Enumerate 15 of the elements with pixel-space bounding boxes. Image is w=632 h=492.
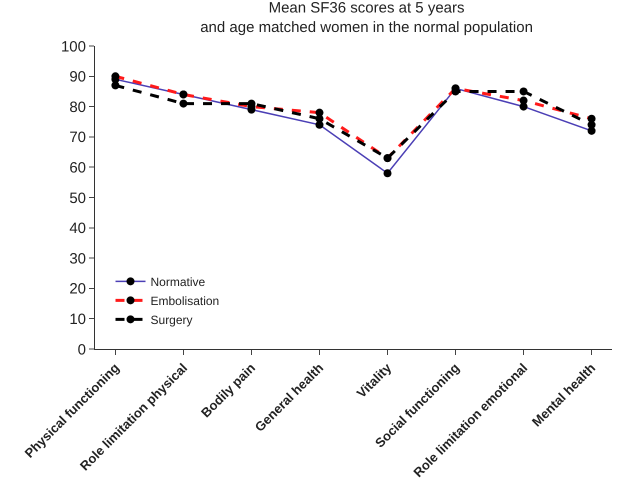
legend-label: Normative [150, 275, 206, 290]
y-tick-label: 60 [69, 159, 86, 176]
y-tick-label: 40 [69, 220, 86, 238]
y-tick-label: 20 [69, 280, 86, 298]
y-tick-label: 30 [69, 250, 86, 268]
y-tick-label: 80 [69, 98, 86, 116]
y-tick-label: 90 [69, 68, 86, 86]
y-tick-label: 10 [69, 310, 86, 328]
legend-label: Embolisation [150, 294, 220, 308]
y-tick-label: 70 [69, 129, 86, 146]
chart-title: Mean SF36 scores at 5 years and age matched women in the normal population [200, 0, 533, 36]
legend-label: Surgery [150, 313, 193, 328]
y-tick-label: 100 [60, 38, 86, 56]
y-tick-label: 50 [69, 190, 86, 207]
y-tick-label: 0 [78, 341, 86, 358]
